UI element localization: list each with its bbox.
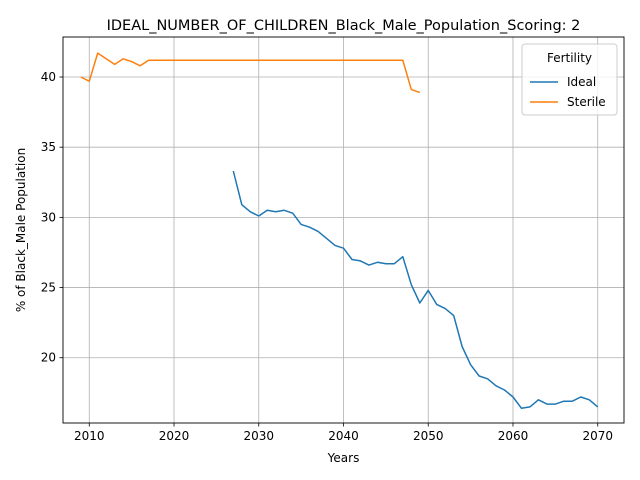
x-tick-label: 2020: [159, 429, 190, 443]
y-tick-label: 40: [41, 70, 56, 84]
legend: Fertility Ideal Sterile: [521, 43, 618, 116]
x-axis-label: Years: [327, 451, 360, 465]
legend-label-sterile: Sterile: [567, 95, 606, 109]
x-tick-label: 2030: [243, 429, 274, 443]
legend-title: Fertility: [547, 51, 592, 65]
legend-box: [521, 43, 618, 116]
series-line-sterile: [80, 52, 421, 94]
y-axis: 20 25 30 35 40: [41, 70, 63, 365]
series-layer: [80, 52, 599, 410]
grid-lines: [63, 37, 624, 423]
y-tick-label: 20: [41, 351, 56, 365]
legend-label-ideal: Ideal: [567, 75, 596, 89]
x-tick-label: 2010: [74, 429, 105, 443]
x-tick-label: 2050: [413, 429, 444, 443]
series-line-ideal: [232, 170, 599, 410]
y-tick-label: 25: [41, 281, 56, 295]
x-tick-label: 2070: [582, 429, 613, 443]
y-tick-label: 35: [41, 140, 56, 154]
x-tick-label: 2060: [498, 429, 529, 443]
y-tick-label: 30: [41, 210, 56, 224]
x-axis: 2010 2020 2030 2040 2050 2060 2070: [74, 423, 613, 443]
x-tick-label: 2040: [328, 429, 359, 443]
y-axis-label: % of Black_Male Population: [14, 148, 28, 312]
chart-title: IDEAL_NUMBER_OF_CHILDREN_Black_Male_Popu…: [107, 18, 581, 34]
